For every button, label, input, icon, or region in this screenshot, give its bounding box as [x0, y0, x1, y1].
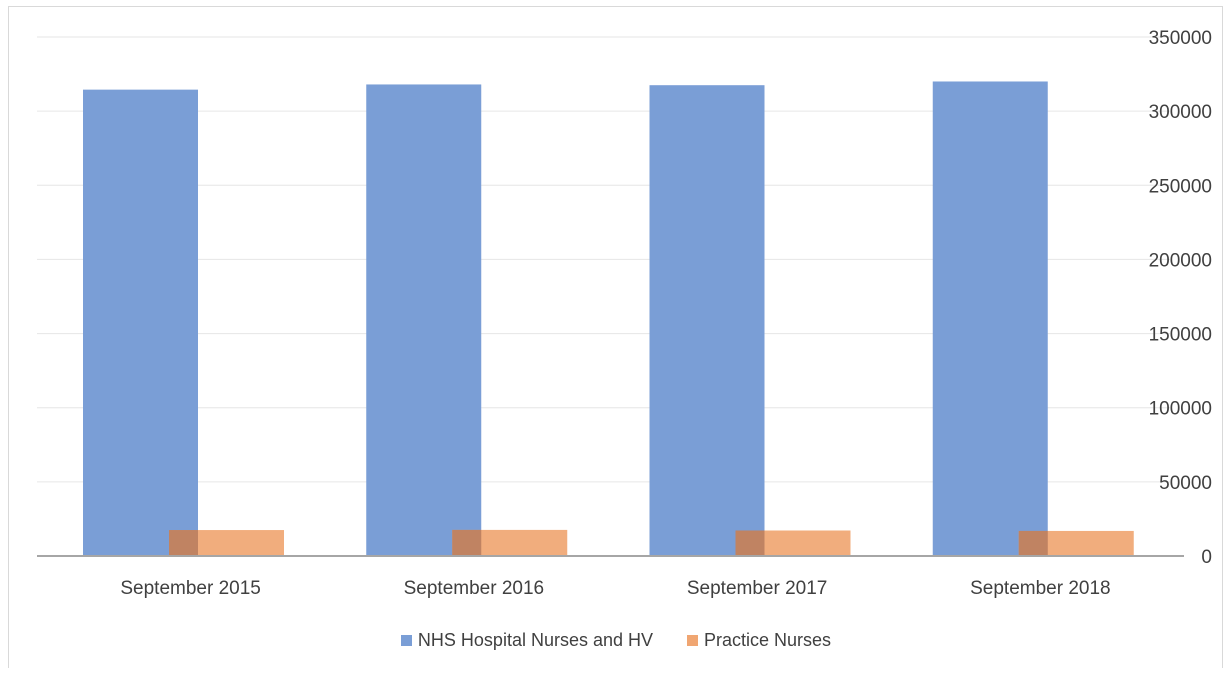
y-tick-label: 150000 — [1149, 325, 1212, 346]
y-tick-label: 200000 — [1149, 250, 1212, 271]
y-tick-label: 50000 — [1159, 473, 1212, 494]
y-tick-label: 100000 — [1149, 399, 1212, 420]
bar-overlap-region — [1018, 530, 1048, 556]
x-tick-label: September 2015 — [120, 578, 261, 599]
legend-item-practice: Practice Nurses — [687, 630, 831, 651]
x-tick-label: September 2017 — [687, 578, 828, 599]
bar-nhs-hospital-nurses — [83, 89, 198, 557]
legend-swatch-nhs — [400, 635, 412, 646]
bar-nhs-hospital-nurses — [366, 84, 482, 557]
legend-label-nhs: NHS Hospital Nurses and HV — [417, 630, 654, 650]
bar-overlap-region — [169, 530, 198, 556]
bar-nhs-hospital-nurses — [932, 81, 1048, 556]
bar-overlap-region — [452, 529, 482, 556]
bars — [83, 81, 1134, 557]
y-tick-label: 300000 — [1149, 102, 1212, 123]
y-tick-label: 0 — [1201, 547, 1212, 568]
x-tick-label: September 2016 — [404, 578, 545, 599]
legend-swatch-practice — [687, 635, 699, 646]
legend: NHS Hospital Nurses and HV Practice Nurs… — [0, 630, 1232, 651]
y-tick-label: 250000 — [1149, 176, 1212, 197]
y-tick-label: 350000 — [1149, 28, 1212, 49]
x-axis-tick-labels: September 2015 September 2016 September 20… — [120, 578, 1110, 599]
x-tick-label: September 2018 — [970, 578, 1111, 599]
bar-nhs-hospital-nurses — [649, 85, 765, 556]
y-axis-tick-labels: 0 50000 100000 150000 200000 250000 300000 3500… — [1149, 28, 1212, 568]
legend-label-practice: Practice Nurses — [704, 630, 832, 650]
legend-item-nhs: NHS Hospital Nurses and HV — [400, 630, 654, 651]
bar-overlap-region — [735, 530, 765, 556]
